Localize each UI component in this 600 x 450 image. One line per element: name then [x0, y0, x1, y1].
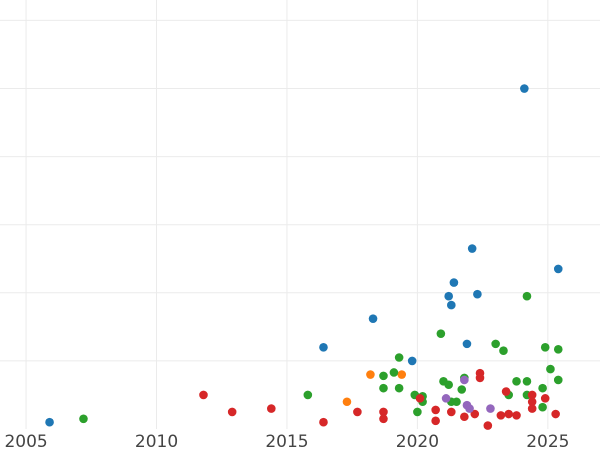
- data-point: [540, 342, 550, 352]
- x-tick-label: 2025: [526, 432, 569, 450]
- data-point: [447, 407, 456, 417]
- data-point: [538, 402, 547, 412]
- data-point: [303, 390, 313, 400]
- data-point: [546, 364, 555, 374]
- data-point: [475, 368, 485, 378]
- data-point: [379, 414, 388, 424]
- data-point: [407, 356, 417, 366]
- data-point: [483, 421, 493, 430]
- data-point: [441, 394, 451, 403]
- data-point: [473, 289, 482, 299]
- data-point: [551, 409, 560, 419]
- data-point: [486, 404, 495, 413]
- data-point: [267, 404, 276, 413]
- data-point: [444, 291, 453, 301]
- data-point: [522, 377, 532, 386]
- data-point: [319, 417, 328, 427]
- data-point: [462, 339, 472, 349]
- data-point: [397, 370, 407, 379]
- series-2: [79, 291, 563, 424]
- x-tick-label: 2020: [396, 432, 439, 450]
- data-point: [457, 385, 467, 394]
- data-point: [465, 404, 474, 413]
- data-point: [319, 342, 328, 352]
- grid: [0, 0, 600, 429]
- data-point: [553, 264, 563, 274]
- data-point: [527, 390, 537, 400]
- data-point: [366, 370, 375, 379]
- data-point: [394, 383, 404, 393]
- data-point: [415, 394, 425, 403]
- data-point: [444, 380, 453, 390]
- data-point: [460, 375, 469, 385]
- x-axis-ticks: 2005 2010 2015 2020 2025: [4, 432, 569, 450]
- data-point: [501, 387, 511, 396]
- data-point: [379, 407, 388, 417]
- series-3: [199, 368, 560, 430]
- data-point: [452, 397, 461, 407]
- data-point: [520, 84, 529, 93]
- data-point: [460, 412, 469, 422]
- data-point: [379, 383, 388, 393]
- data-point: [553, 345, 563, 354]
- data-point: [527, 404, 537, 413]
- data-point: [353, 407, 362, 417]
- data-points: [45, 84, 563, 430]
- data-point: [449, 278, 459, 287]
- data-point: [499, 346, 508, 355]
- data-point: [512, 377, 521, 386]
- data-point: [227, 407, 237, 417]
- data-point: [394, 353, 404, 362]
- data-point: [431, 405, 440, 415]
- data-point: [527, 397, 537, 407]
- data-point: [522, 291, 532, 301]
- data-point: [504, 409, 513, 419]
- data-point: [431, 416, 440, 426]
- data-point: [199, 390, 208, 400]
- data-point: [389, 368, 399, 377]
- data-point: [342, 397, 352, 407]
- data-point: [368, 314, 378, 323]
- x-tick-label: 2010: [135, 432, 178, 450]
- x-tick-label: 2005: [4, 432, 47, 450]
- data-point: [470, 409, 480, 419]
- data-point: [436, 329, 446, 338]
- series-0: [45, 84, 563, 427]
- data-point: [467, 244, 477, 253]
- data-point: [45, 417, 54, 427]
- x-tick-label: 2015: [265, 432, 308, 450]
- data-point: [540, 394, 550, 403]
- series-1: [342, 370, 407, 407]
- data-point: [496, 411, 506, 420]
- data-point: [413, 407, 422, 417]
- data-point: [553, 375, 563, 385]
- data-point: [79, 414, 88, 424]
- data-point: [447, 300, 456, 310]
- data-point: [512, 411, 521, 420]
- data-point: [379, 371, 388, 381]
- data-point: [538, 383, 547, 393]
- data-point: [491, 339, 500, 349]
- series-4: [441, 375, 495, 413]
